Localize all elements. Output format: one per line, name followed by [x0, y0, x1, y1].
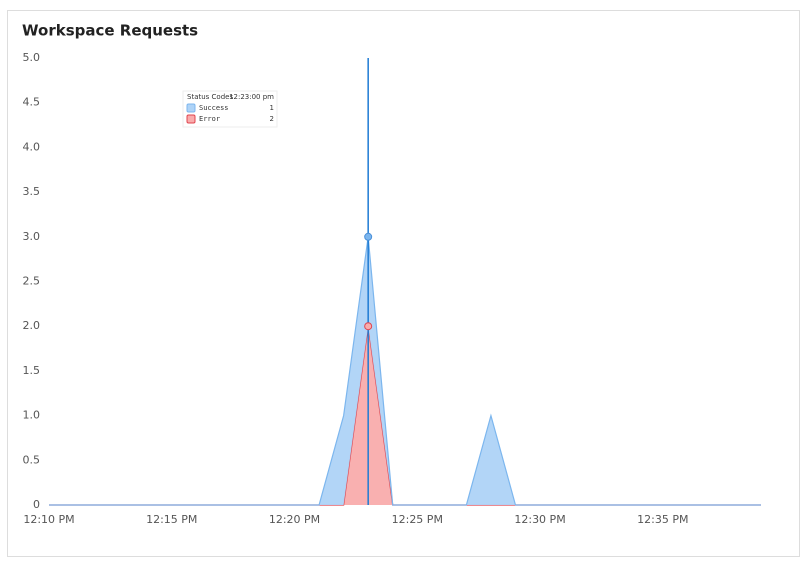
y-tick-label: 1.5 — [23, 364, 41, 377]
tooltip-time: 12:23:00 pm — [229, 93, 274, 101]
hover-point — [364, 322, 373, 331]
chart-title: Workspace Requests — [22, 22, 198, 40]
tooltip-value: 1 — [270, 104, 274, 112]
x-tick-label: 12:25 PM — [392, 513, 443, 526]
area-line — [49, 236, 761, 506]
legend-label: Success — [199, 104, 229, 112]
x-tick-label: 12:30 PM — [514, 513, 565, 526]
y-tick-label: 4.0 — [23, 140, 41, 153]
legend-swatch — [186, 114, 196, 124]
y-tick-label: 3.5 — [23, 185, 41, 198]
y-tick-label: 0 — [33, 498, 40, 511]
x-tick-label: 12:15 PM — [146, 513, 197, 526]
tooltip-title: Status Codes — [187, 93, 233, 101]
y-tick-label: 0.5 — [23, 453, 41, 466]
legend-label: Error — [199, 115, 220, 123]
y-tick-label: 2.0 — [23, 319, 41, 332]
x-tick-label: 12:20 PM — [269, 513, 320, 526]
y-tick-label: 2.5 — [23, 275, 41, 288]
tooltip-box — [182, 90, 278, 128]
y-tick-label: 5.0 — [23, 51, 41, 64]
y-tick-label: 1.0 — [23, 409, 41, 422]
y-tick-label: 3.0 — [23, 230, 41, 243]
x-tick-label: 12:35 PM — [637, 513, 688, 526]
legend-swatch — [186, 103, 196, 113]
y-tick-label: 4.5 — [23, 96, 41, 109]
tooltip-value: 2 — [270, 115, 274, 123]
card-border — [7, 10, 800, 557]
x-tick-label: 12:10 PM — [23, 513, 74, 526]
hover-point — [364, 232, 373, 241]
